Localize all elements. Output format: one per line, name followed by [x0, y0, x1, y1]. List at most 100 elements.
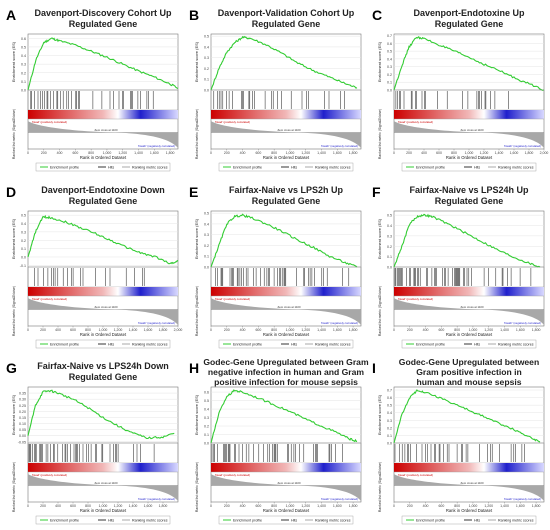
y-tick-label: 0.3: [387, 234, 392, 238]
x-tick-label: 0: [393, 328, 395, 332]
pos-correlated-label: 'Dead' (positively correlated): [398, 473, 433, 477]
y-tick-label: 0.20: [19, 410, 26, 414]
x-tick-label: 0: [27, 151, 29, 155]
y-axis-label-metric: Ranked list metric (Signal2Noise): [378, 462, 382, 512]
y-axis-label-es: Enrichment score (ES): [11, 218, 16, 259]
y-tick-label: 0.25: [19, 404, 26, 408]
y-tick-label: 0.5: [204, 35, 209, 39]
hits-frame: [210, 442, 362, 464]
y-tick-label: 0.0: [387, 266, 392, 270]
x-tick-label: 1,400: [500, 504, 509, 508]
chart-title-line: Regulated Gene: [435, 196, 504, 206]
hits-track: [34, 268, 145, 286]
legend-label: Enrichment profile: [50, 518, 79, 522]
legend-label: Hits: [291, 342, 297, 346]
y-tick-label: 0.15: [19, 416, 26, 420]
y-axis-label-metric: Ranked list metric (Signal2Noise): [195, 286, 199, 336]
x-tick-label: 800: [271, 328, 277, 332]
y-tick-label: 0.2: [387, 426, 392, 430]
y-tick-label: 0.0: [204, 89, 209, 93]
y-axis-label-es: Enrichment score (ES): [194, 218, 199, 259]
x-axis-label: Rank in Ordered Dataset: [446, 332, 493, 337]
x-tick-label: 800: [454, 328, 460, 332]
y-axis-label-metric: Ranked list metric (Signal2Noise): [378, 109, 382, 159]
chart-title-line: Regulated Gene: [69, 372, 138, 382]
y-tick-label: 0.35: [19, 392, 26, 396]
x-tick-label: 600: [255, 328, 261, 332]
y-tick-label: 0.0: [387, 89, 392, 93]
ranking-metric-area: [394, 298, 544, 325]
y-tick-label: 0.5: [387, 404, 392, 408]
y-tick-label: 0.6: [387, 42, 392, 46]
y-tick-label: 0.1: [204, 255, 209, 259]
y-tick-label: 0.05: [19, 428, 26, 432]
x-tick-label: 200: [406, 151, 412, 155]
legend-label: Enrichment profile: [416, 342, 445, 346]
x-tick-label: 1,800: [159, 328, 168, 332]
chart-panel-b: B Davenport-Validation Cohort UpRegulated…: [189, 7, 362, 172]
chart-panel-h: H Godec-Gene Upregulated between Gramnega…: [189, 357, 369, 525]
x-tick-label: 0: [27, 328, 29, 332]
y-tick-label: 0.1: [204, 433, 209, 437]
x-tick-label: 1,800: [159, 504, 168, 508]
y-tick-label: -0.1: [20, 264, 26, 268]
neg-correlated-label: 'Death' (negatively correlated): [504, 144, 541, 148]
panel-letter-e: E: [189, 184, 198, 200]
legend-label: Ranking metric scores: [132, 342, 168, 346]
chart-title-line: Davenport-Discovery Cohort Up: [34, 8, 172, 18]
x-tick-label: 1,800: [166, 151, 175, 155]
x-tick-label: 400: [57, 151, 63, 155]
y-axis-label-es: Enrichment score (ES): [194, 41, 199, 82]
x-tick-label: 1,000: [99, 504, 108, 508]
y-axis-label-metric: Ranked list metric (Signal2Noise): [195, 462, 199, 512]
legend-label: Enrichment profile: [416, 165, 445, 169]
y-axis-label-es: Enrichment score (ES): [11, 394, 16, 435]
x-tick-label: 1,400: [129, 504, 138, 508]
y-axis-label-es: Enrichment score (ES): [377, 218, 382, 259]
x-tick-label: 200: [40, 504, 46, 508]
ranked-color-bar: [211, 110, 361, 119]
neg-correlated-label: 'Death' (negatively correlated): [138, 321, 175, 325]
panel-letter-g: G: [6, 360, 17, 376]
x-tick-label: 600: [72, 151, 78, 155]
x-tick-label: 1,200: [301, 328, 310, 332]
y-axis-label-es: Enrichment score (ES): [194, 394, 199, 435]
enrichment-profile-line: [27, 37, 179, 91]
x-tick-label: 800: [85, 504, 91, 508]
legend-label: Enrichment profile: [233, 165, 262, 169]
y-tick-label: 0.2: [387, 245, 392, 249]
x-tick-label: 800: [271, 151, 277, 155]
x-tick-label: 400: [423, 328, 429, 332]
x-tick-label: 1,600: [150, 151, 159, 155]
x-tick-label: 1,000: [286, 504, 295, 508]
hits-track: [28, 444, 155, 462]
panel-letter-b: B: [189, 7, 199, 23]
pos-correlated-label: 'Dead' (positively correlated): [32, 297, 67, 301]
chart-title-line: Davenport-Endotoxine Down: [41, 185, 165, 195]
legend-label: Hits: [108, 165, 114, 169]
legend-label: Ranking metric scores: [498, 165, 534, 169]
x-tick-label: 1,400: [317, 504, 326, 508]
hits-track: [211, 444, 343, 462]
x-tick-label: 1,200: [301, 504, 310, 508]
x-axis-label: Rank in Ordered Dataset: [80, 332, 127, 337]
x-tick-label: 200: [40, 328, 46, 332]
chart-title-line: human and mouse sepsis: [416, 377, 521, 387]
x-tick-label: 600: [255, 504, 261, 508]
chart-title-line: Regulated Gene: [435, 19, 504, 29]
y-axis-label-metric: Ranked list metric (Signal2Noise): [12, 109, 16, 159]
panel-letter-h: H: [189, 360, 199, 376]
y-tick-label: 0.0: [204, 266, 209, 270]
x-tick-label: 600: [70, 328, 76, 332]
x-tick-label: 200: [224, 328, 230, 332]
pos-correlated-label: 'Dead' (positively correlated): [215, 120, 250, 124]
enrichment-profile-line: [210, 35, 358, 91]
ranked-color-bar: [28, 287, 178, 296]
x-tick-label: 0: [210, 504, 212, 508]
y-tick-label: 0.5: [21, 214, 26, 218]
y-tick-label: 0.3: [204, 233, 209, 237]
x-tick-label: 1,600: [516, 504, 525, 508]
